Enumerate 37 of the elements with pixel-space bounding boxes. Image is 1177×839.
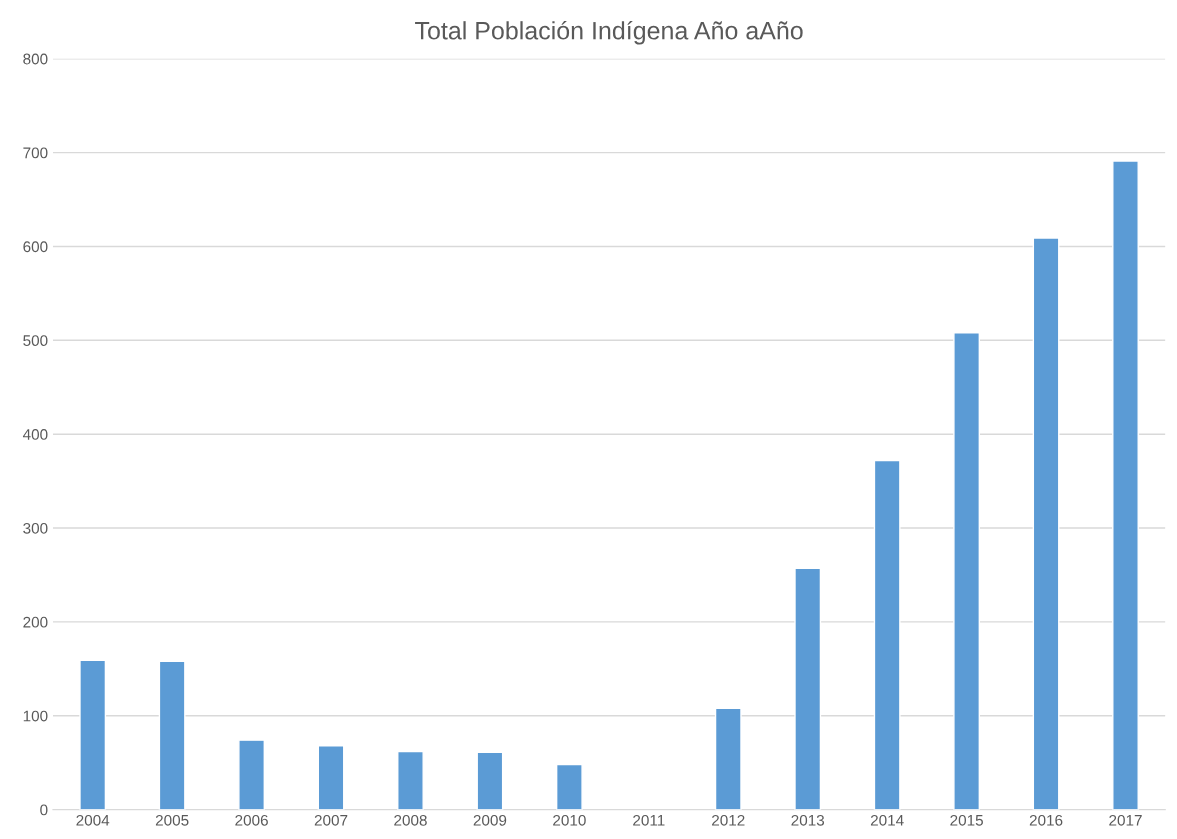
bar: [953, 332, 981, 810]
x-tick-label: 2012: [712, 814, 745, 826]
x-tick-label: 2008: [394, 814, 427, 826]
x-tick-label: 2015: [950, 814, 983, 826]
y-tick-label: 0: [40, 804, 48, 816]
x-tick-label: 2011: [633, 814, 665, 826]
y-tick-label: 400: [22, 429, 48, 440]
y-tick-label: 800: [23, 53, 48, 65]
bar: [1032, 237, 1060, 810]
bar: [397, 750, 424, 810]
x-tick-label: 2016: [1029, 814, 1063, 826]
x-tick-label: 2005: [155, 814, 189, 826]
bar: [476, 751, 504, 810]
y-tick-label: 100: [23, 710, 48, 722]
bar: [714, 707, 742, 810]
bar: [158, 660, 186, 810]
x-tick-label: 2006: [235, 814, 268, 826]
bar: [794, 567, 822, 810]
x-tick-label: 2007: [314, 814, 348, 826]
x-tick-label: 2010: [553, 814, 586, 826]
x-tick-label: 2017: [1109, 814, 1142, 826]
x-tick-label: 2013: [791, 814, 825, 826]
bar: [555, 763, 583, 810]
y-tick-label: 200: [23, 616, 48, 628]
bar: [873, 459, 901, 810]
x-tick-label: 2009: [473, 814, 507, 826]
bar: [79, 659, 107, 810]
y-tick-label: 300: [23, 522, 48, 534]
chart-title: Total Población Indígena Año aAño: [415, 20, 803, 45]
x-tick-label: 2004: [76, 814, 110, 826]
bar: [238, 739, 265, 810]
y-tick-label: 500: [23, 335, 48, 347]
y-tick-label: 600: [23, 241, 48, 253]
bar: [1112, 160, 1139, 810]
x-tick-label: 2014: [870, 814, 904, 826]
bar: [317, 745, 345, 810]
y-tick-label: 700: [23, 147, 48, 159]
